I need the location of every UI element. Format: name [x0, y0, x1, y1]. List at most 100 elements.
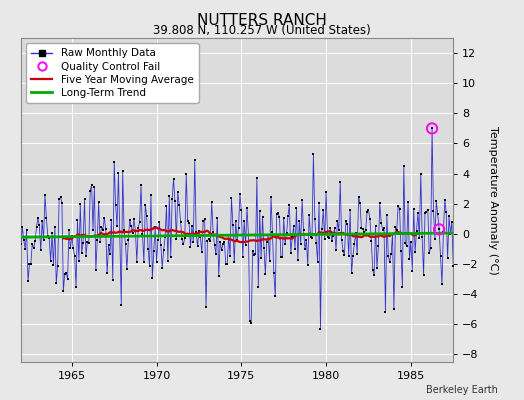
Point — [198, 249, 206, 256]
Point — [432, 198, 441, 204]
Point — [445, 213, 453, 219]
Point — [376, 200, 384, 206]
Point — [52, 280, 60, 287]
Point — [301, 246, 309, 252]
Point — [147, 192, 155, 198]
Point — [435, 226, 443, 232]
Point — [252, 251, 260, 257]
Point — [329, 233, 337, 239]
Point — [366, 216, 374, 222]
Point — [418, 234, 427, 240]
Point — [189, 238, 198, 245]
Point — [172, 236, 181, 242]
Point — [446, 231, 455, 237]
Point — [209, 229, 217, 235]
Point — [337, 236, 346, 243]
Point — [411, 249, 419, 255]
Point — [175, 202, 183, 208]
Point — [421, 210, 429, 216]
Point — [89, 226, 97, 233]
Point — [363, 209, 372, 215]
Point — [140, 259, 148, 265]
Point — [394, 202, 402, 209]
Point — [28, 241, 37, 247]
Point — [188, 223, 196, 229]
Point — [254, 284, 263, 290]
Point — [106, 251, 114, 257]
Point — [199, 218, 208, 224]
Point — [439, 229, 447, 235]
Point — [120, 227, 128, 233]
Point — [159, 247, 168, 254]
Point — [303, 262, 312, 268]
Point — [117, 302, 125, 308]
Point — [76, 201, 84, 208]
Point — [200, 216, 209, 222]
Point — [124, 237, 133, 243]
Point — [162, 202, 171, 209]
Point — [233, 236, 242, 243]
Point — [287, 250, 295, 256]
Point — [133, 258, 141, 265]
Point — [357, 225, 366, 232]
Point — [32, 224, 41, 230]
Point — [181, 235, 189, 241]
Point — [93, 237, 102, 244]
Point — [256, 208, 264, 215]
Point — [48, 230, 56, 236]
Point — [208, 198, 216, 205]
Point — [401, 239, 409, 246]
Point — [336, 179, 344, 185]
Point — [244, 232, 253, 238]
Point — [353, 251, 362, 258]
Point — [374, 243, 383, 249]
Point — [155, 219, 163, 225]
Point — [400, 162, 408, 169]
Point — [42, 215, 51, 222]
Point — [326, 225, 334, 232]
Point — [232, 218, 240, 224]
Point — [173, 188, 182, 195]
Point — [288, 234, 297, 240]
Point — [157, 242, 165, 248]
Point — [126, 216, 134, 223]
Point — [429, 208, 438, 214]
Point — [386, 258, 394, 265]
Legend: Raw Monthly Data, Quality Control Fail, Five Year Moving Average, Long-Term Tren: Raw Monthly Data, Quality Control Fail, … — [26, 43, 199, 103]
Point — [396, 206, 404, 212]
Point — [75, 258, 83, 264]
Point — [407, 238, 415, 245]
Point — [25, 261, 34, 267]
Point — [449, 263, 457, 269]
Point — [183, 218, 192, 224]
Point — [322, 189, 330, 195]
Point — [291, 246, 299, 252]
Point — [397, 248, 405, 254]
Point — [202, 303, 210, 310]
Point — [431, 235, 439, 242]
Point — [373, 265, 381, 272]
Point — [243, 204, 251, 211]
Point — [23, 227, 31, 233]
Point — [372, 223, 380, 229]
Point — [151, 224, 159, 231]
Point — [191, 157, 199, 163]
Point — [261, 271, 269, 277]
Point — [319, 207, 328, 214]
Point — [398, 284, 407, 290]
Point — [210, 242, 219, 248]
Point — [368, 267, 377, 273]
Point — [367, 238, 376, 244]
Point — [428, 125, 436, 132]
Point — [17, 241, 25, 247]
Point — [354, 194, 363, 200]
Point — [61, 271, 69, 277]
Point — [154, 236, 162, 243]
Point — [130, 216, 138, 223]
Point — [380, 225, 388, 232]
Point — [90, 184, 99, 190]
Point — [412, 228, 421, 234]
Point — [177, 219, 185, 225]
Point — [167, 254, 175, 260]
Point — [257, 255, 265, 261]
